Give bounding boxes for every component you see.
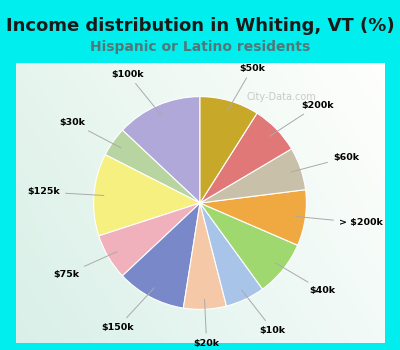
Text: City-Data.com: City-Data.com bbox=[246, 92, 316, 102]
Text: $100k: $100k bbox=[112, 70, 161, 115]
Text: Income distribution in Whiting, VT (%): Income distribution in Whiting, VT (%) bbox=[6, 17, 394, 35]
Text: $150k: $150k bbox=[102, 288, 154, 331]
Text: $20k: $20k bbox=[194, 299, 220, 348]
Wedge shape bbox=[122, 97, 200, 203]
Text: $125k: $125k bbox=[27, 188, 104, 196]
Wedge shape bbox=[200, 190, 306, 245]
Wedge shape bbox=[183, 203, 226, 309]
Wedge shape bbox=[200, 149, 306, 203]
Text: Hispanic or Latino residents: Hispanic or Latino residents bbox=[90, 40, 310, 54]
Text: $60k: $60k bbox=[291, 153, 359, 172]
Text: $50k: $50k bbox=[228, 64, 265, 111]
Wedge shape bbox=[200, 97, 257, 203]
Wedge shape bbox=[200, 203, 262, 306]
Text: $10k: $10k bbox=[242, 290, 286, 335]
Wedge shape bbox=[99, 203, 200, 276]
Wedge shape bbox=[200, 203, 298, 289]
Wedge shape bbox=[200, 113, 292, 203]
Wedge shape bbox=[122, 203, 200, 308]
Text: $200k: $200k bbox=[270, 101, 334, 136]
Text: $30k: $30k bbox=[59, 118, 121, 148]
Wedge shape bbox=[94, 155, 200, 236]
Text: $40k: $40k bbox=[276, 263, 336, 295]
Wedge shape bbox=[105, 130, 200, 203]
Text: $75k: $75k bbox=[53, 252, 117, 279]
Text: > $200k: > $200k bbox=[296, 216, 383, 227]
